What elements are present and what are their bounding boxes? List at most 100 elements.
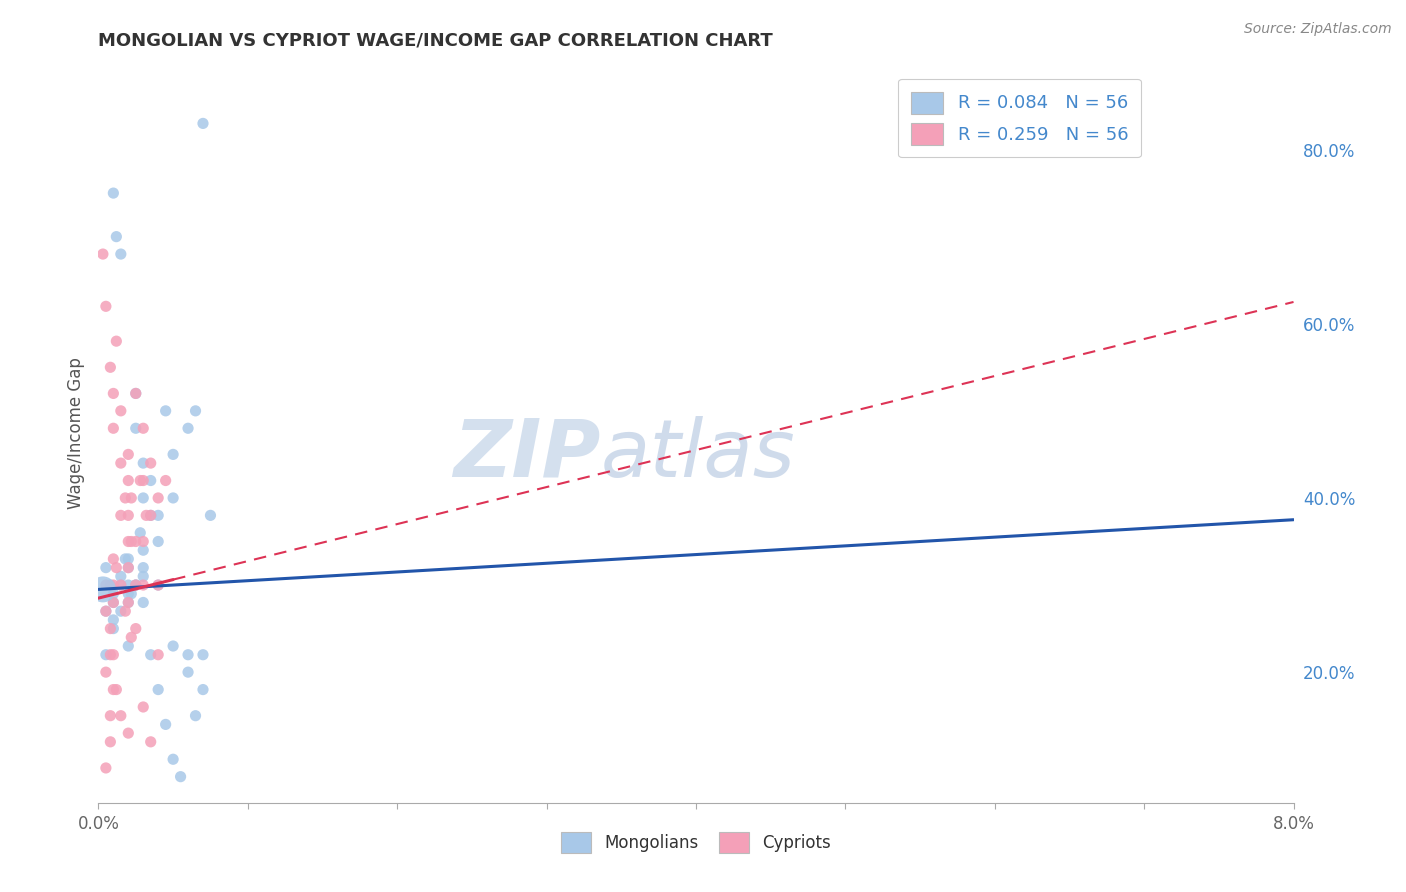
Point [94, 648, 117, 662]
Point [94, 604, 117, 618]
Point [103, 595, 125, 609]
Point [105, 334, 128, 348]
Point [120, 491, 142, 505]
Point [117, 552, 139, 566]
Point [184, 708, 207, 723]
Point [110, 508, 132, 523]
Point [191, 116, 214, 130]
Point [103, 682, 125, 697]
Point [91, 247, 114, 261]
Point [103, 622, 125, 636]
Point [139, 508, 162, 523]
Point [132, 569, 155, 583]
Point [94, 761, 117, 775]
Point [139, 648, 162, 662]
Point [103, 552, 125, 566]
Point [114, 491, 136, 505]
Point [125, 421, 148, 435]
Point [94, 604, 117, 618]
Point [110, 247, 132, 261]
Point [132, 700, 155, 714]
Point [125, 386, 148, 401]
Point [98, 735, 122, 749]
Point [117, 726, 139, 740]
Point [98, 708, 122, 723]
Point [117, 587, 139, 601]
Point [125, 578, 148, 592]
Point [117, 595, 139, 609]
Point [132, 543, 155, 558]
Point [110, 604, 132, 618]
Text: Source: ZipAtlas.com: Source: ZipAtlas.com [1244, 22, 1392, 37]
Text: ZIP: ZIP [453, 416, 600, 494]
Point [125, 578, 148, 592]
Point [98, 578, 122, 592]
Y-axis label: Wage/Income Gap: Wage/Income Gap [66, 357, 84, 508]
Point [155, 404, 177, 418]
Point [184, 404, 207, 418]
Point [117, 560, 139, 574]
Point [155, 474, 177, 488]
Point [148, 682, 170, 697]
Point [177, 421, 200, 435]
Point [98, 360, 122, 375]
Point [103, 595, 125, 609]
Point [120, 630, 142, 644]
Point [105, 560, 128, 574]
Point [177, 648, 200, 662]
Point [148, 578, 170, 592]
Point [200, 508, 222, 523]
Point [105, 682, 128, 697]
Point [132, 534, 155, 549]
Point [120, 534, 142, 549]
Point [105, 229, 128, 244]
Point [120, 587, 142, 601]
Point [103, 578, 125, 592]
Point [177, 665, 200, 680]
Point [148, 648, 170, 662]
Point [125, 622, 148, 636]
Point [103, 186, 125, 200]
Point [117, 578, 139, 592]
Point [162, 639, 184, 653]
Point [129, 474, 152, 488]
Point [117, 447, 139, 461]
Point [139, 735, 162, 749]
Text: atlas: atlas [600, 416, 796, 494]
Point [139, 508, 162, 523]
Point [103, 386, 125, 401]
Point [94, 665, 117, 680]
Point [103, 421, 125, 435]
Text: MONGOLIAN VS CYPRIOT WAGE/INCOME GAP CORRELATION CHART: MONGOLIAN VS CYPRIOT WAGE/INCOME GAP COR… [98, 32, 773, 50]
Point [169, 770, 191, 784]
Point [139, 474, 162, 488]
Point [117, 639, 139, 653]
Point [162, 447, 184, 461]
Point [132, 560, 155, 574]
Point [110, 404, 132, 418]
Point [94, 560, 117, 574]
Point [103, 587, 125, 601]
Point [110, 456, 132, 470]
Point [139, 456, 162, 470]
Point [148, 578, 170, 592]
Point [114, 552, 136, 566]
Point [117, 508, 139, 523]
Point [94, 578, 117, 592]
Point [94, 299, 117, 313]
Point [117, 560, 139, 574]
Point [191, 648, 214, 662]
Point [191, 682, 214, 697]
Point [132, 456, 155, 470]
Point [117, 534, 139, 549]
Point [148, 534, 170, 549]
Point [162, 752, 184, 766]
Point [135, 508, 157, 523]
Point [132, 491, 155, 505]
Point [148, 491, 170, 505]
Point [132, 474, 155, 488]
Point [125, 386, 148, 401]
Point [129, 525, 152, 540]
Point [98, 622, 122, 636]
Point [125, 534, 148, 549]
